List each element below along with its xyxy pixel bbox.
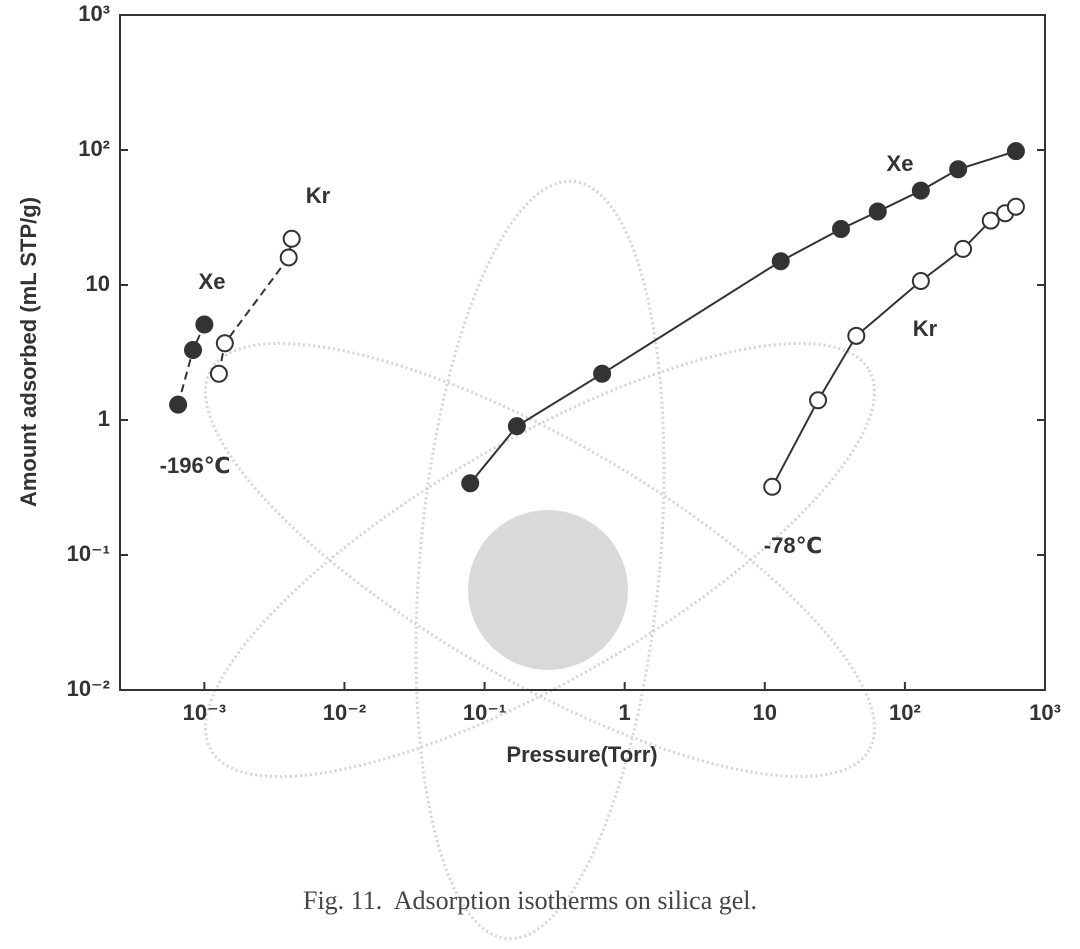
series-line xyxy=(177,324,206,405)
data-point xyxy=(1006,142,1025,161)
y-tick-label: 10 xyxy=(86,271,110,296)
data-point xyxy=(184,341,203,360)
y-tick-label: 10⁻¹ xyxy=(67,541,110,566)
x-tick-label: 10⁻² xyxy=(323,700,366,725)
y-tick-label: 10² xyxy=(78,136,110,161)
data-point xyxy=(593,364,612,383)
x-tick-label: 10⁻³ xyxy=(183,700,226,725)
data-point xyxy=(981,211,1000,230)
series-line xyxy=(217,238,293,374)
x-tick-label: 10³ xyxy=(1029,700,1061,725)
data-point xyxy=(809,391,828,410)
data-point xyxy=(911,181,930,200)
data-point xyxy=(847,326,866,345)
data-point xyxy=(911,272,930,291)
y-tick-label: 1 xyxy=(98,406,110,431)
data-point xyxy=(954,239,973,258)
series-label: Kr xyxy=(306,183,331,208)
x-tick-label: 10² xyxy=(889,700,921,725)
data-point xyxy=(169,395,188,414)
series-label: Xe xyxy=(887,151,914,176)
data-point xyxy=(763,477,782,496)
data-point xyxy=(279,248,298,267)
series-label: Kr xyxy=(913,316,938,341)
y-tick-label: 10⁻² xyxy=(67,676,110,701)
data-point xyxy=(868,202,887,221)
annotation: -196℃ xyxy=(160,453,231,478)
plot-frame xyxy=(119,14,1046,691)
series-line xyxy=(771,205,1017,488)
y-axis-label: Amount adsorbed (mL STP/g) xyxy=(16,197,41,507)
x-tick-label: 10⁻¹ xyxy=(463,700,506,725)
series-label: Xe xyxy=(199,269,226,294)
data-point xyxy=(282,229,301,248)
x-tick-label: 1 xyxy=(619,700,631,725)
caption: Fig. 11. Adsorption isotherms on silica … xyxy=(303,886,757,915)
annotation: -78℃ xyxy=(764,533,822,558)
x-axis-label: Pressure(Torr) xyxy=(506,742,657,767)
data-point xyxy=(215,334,234,353)
data-point xyxy=(461,474,480,493)
data-point xyxy=(949,160,968,179)
data-point xyxy=(771,252,790,271)
data-point xyxy=(507,417,526,436)
y-tick-label: 10³ xyxy=(78,1,110,26)
background-logo xyxy=(203,179,877,941)
background-emblem xyxy=(468,510,628,670)
data-point xyxy=(209,364,228,383)
data-point xyxy=(1006,197,1025,216)
x-tick-label: 10 xyxy=(753,700,777,725)
data-point xyxy=(195,315,214,334)
data-point xyxy=(832,219,851,238)
